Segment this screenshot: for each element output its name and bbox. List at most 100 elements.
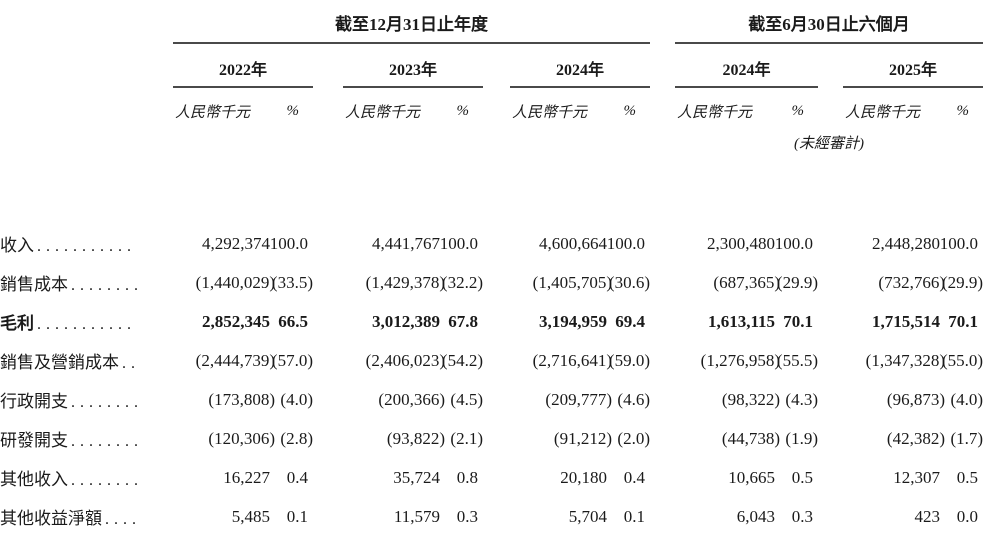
table-row: 銷售成本........ (1,440,029) (33.5) (1,429,378)… [0,263,983,302]
amount-cell: (1,429,378) [365,272,445,292]
year-2023: 2023年 [343,43,483,88]
note-row-spacer [0,122,675,224]
unit-header: 人民幣千元 [677,105,753,121]
percent-cell: 0.1 [286,506,308,526]
column-gap [650,341,675,380]
column-gap [483,497,510,536]
percent-cell: 70.1 [783,311,813,331]
section-title-annual: 截至12月31日止年度 [173,6,650,44]
dot-leaders: ........ [71,433,143,450]
row-label: 收入........... [0,236,136,255]
column-gap [650,43,675,87]
amount-cell: 1,613,115 [707,311,775,331]
column-gap [650,380,675,419]
amount-cell: (1,440,029) [195,272,275,292]
column-gap [818,497,843,536]
amount-cell: 6,043 [736,506,775,526]
percent-cell: 0.4 [286,467,308,487]
amount-cell: (2,406,023) [365,350,445,370]
percent-cell: 100.0 [939,233,979,253]
column-gap [650,263,675,302]
table-row: 行政開支........ (173,808) (4.0) (200,366) (4.5)… [0,380,983,419]
amount-cell: 2,300,480 [707,233,775,253]
amount-cell: 4,441,767 [372,233,440,253]
unit-header-row: 人民幣千元 % 人民幣千元 % 人民幣千元 % 人民幣千元 % 人民幣千元 % [0,87,983,122]
column-gap [313,224,343,263]
percent-cell: (29.9) [776,272,818,292]
column-gap [483,263,510,302]
amount-cell: (1,405,705) [532,272,612,292]
amount-cell: 16,227 [223,467,270,487]
percent-cell: 100.0 [774,233,813,253]
amount-cell: 3,012,389 [372,311,440,331]
percent-cell: 66.5 [278,311,308,331]
amount-cell: (1,347,328) [865,350,945,370]
row-label: 其他收益淨額.... [0,509,141,528]
amount-cell: 5,704 [568,506,607,526]
percent-cell: (55.5) [776,350,818,370]
unit-header: 人民幣千元 [175,105,251,121]
amount-cell: (91,212) [553,428,612,448]
amount-cell: 5,485 [231,506,270,526]
table-row: 其他收入........ 16,227 0.4 35,724 0.8 20,180 0.4 1… [0,458,983,497]
row-label: 毛利........... [0,314,136,333]
note-row: (未經審計) [0,122,983,224]
dot-leaders: ........ [71,394,143,411]
percent-header: % [286,103,300,119]
percent-cell: 100.0 [606,233,645,253]
column-gap [483,380,510,419]
amount-cell: (2,716,641) [532,350,612,370]
amount-cell: (120,306) [208,428,275,448]
column-gap [313,43,343,87]
amount-cell: 3,194,959 [539,311,607,331]
dot-leaders: ........... [37,316,136,333]
column-gap [818,263,843,302]
section-title-interim: 截至6月30日止六個月 [675,6,984,44]
column-gap [818,419,843,458]
percent-cell: (54.2) [441,350,483,370]
column-gap [818,87,843,122]
column-gap [483,87,510,122]
percent-cell: 0.3 [791,506,813,526]
percent-cell: (2.1) [450,428,483,448]
column-gap [650,224,675,263]
amount-cell: (173,808) [208,389,275,409]
percent-cell: (2.0) [617,428,650,448]
percent-cell: (4.0) [280,389,313,409]
table-row: 毛利........... 2,852,345 66.5 3,012,389 67.8 3… [0,302,983,341]
column-gap [650,497,675,536]
table-body: 收入........... 4,292,374 100.0 4,441,767 100.… [0,224,983,536]
amount-cell: 423 [914,506,941,526]
percent-cell: 100.0 [439,233,478,253]
financial-summary-table: 截至12月31日止年度 截至6月30日止六個月 2022年 2023年 2024… [0,6,984,536]
dot-leaders: .. [122,355,140,372]
amount-cell: (200,366) [378,389,445,409]
percent-cell: (4.3) [785,389,818,409]
column-gap [818,43,843,87]
column-gap [483,458,510,497]
column-gap [818,380,843,419]
percent-cell: (29.9) [941,272,984,292]
row-label: 銷售成本........ [0,275,143,294]
amount-cell: 1,715,514 [872,311,940,331]
column-gap [818,341,843,380]
unit-header: 人民幣千元 [845,105,921,121]
column-gap [483,43,510,87]
row-label: 銷售及營銷成本.. [0,353,140,372]
column-gap [483,302,510,341]
amount-cell: (42,382) [886,428,945,448]
column-gap [313,458,343,497]
column-gap [313,341,343,380]
percent-cell: 0.5 [956,467,979,487]
amount-cell: (732,766) [878,272,945,292]
dot-leaders: ........... [37,238,136,255]
percent-cell: (57.0) [271,350,313,370]
section-header-row: 截至12月31日止年度 截至6月30日止六個月 [0,6,984,44]
year-2025-interim: 2025年 [843,43,984,88]
amount-cell: (2,444,739) [195,350,275,370]
column-gap [818,224,843,263]
column-gap [313,497,343,536]
column-gap [313,263,343,302]
amount-cell: 10,665 [728,467,775,487]
amount-cell: 12,307 [893,467,940,487]
